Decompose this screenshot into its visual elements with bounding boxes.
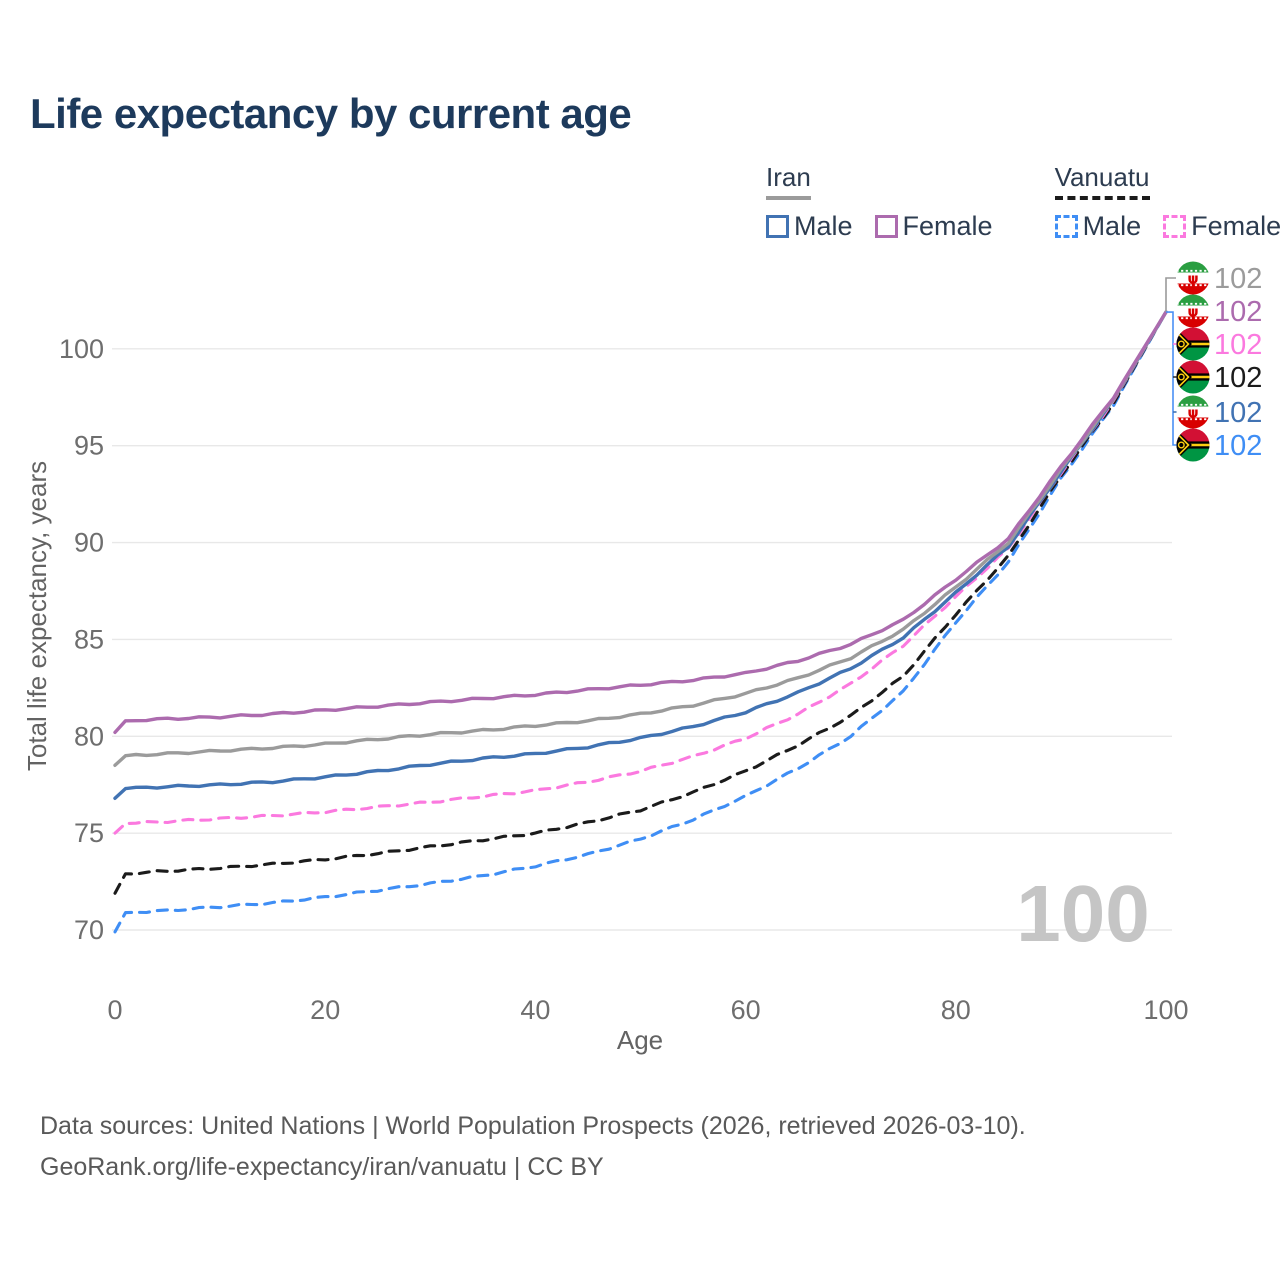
footer-sources-line: Data sources: United Nations | World Pop… <box>40 1112 1026 1140</box>
series-line-iran-male <box>113 310 1168 800</box>
series-line-vanuatu-female <box>113 310 1168 835</box>
y-tick-label-90: 90 <box>74 528 104 558</box>
watermark-age-100: 100 <box>1016 869 1149 958</box>
vanuatu-flag-icon <box>1176 360 1210 394</box>
iran-male-swatch-icon <box>766 215 789 238</box>
legend-item-label: Female <box>1191 211 1280 241</box>
series-line-iran-female <box>113 310 1168 735</box>
iran-flag-icon: ψ <box>1176 261 1210 295</box>
chart-legend: Iran Male Female Vanuatu Male <box>766 162 1280 242</box>
y-tick-label-95: 95 <box>74 431 104 461</box>
x-tick-label-60: 60 <box>731 995 761 1025</box>
svg-text:ψ: ψ <box>1187 305 1198 321</box>
x-tick-label-20: 20 <box>310 995 340 1025</box>
end-label-vanuatu-male: 102 <box>1214 430 1262 462</box>
end-label-vanuatu-both-sexes: 102 <box>1214 362 1262 394</box>
end-label-vanuatu-female: 102 <box>1214 329 1262 361</box>
y-tick-label-70: 70 <box>74 915 104 945</box>
data-source-footer: Data sources: United Nations | World Pop… <box>40 1106 1026 1188</box>
legend-item-label: Female <box>902 211 993 241</box>
vanuatu-flag-icon <box>1176 327 1210 361</box>
series-line-vanuatu-both-sexes <box>113 310 1168 895</box>
x-tick-label-80: 80 <box>941 995 971 1025</box>
x-tick-label-0: 0 <box>107 995 122 1025</box>
series-line-vanuatu-male <box>113 310 1168 934</box>
end-label-iran-both-sexes: 102 <box>1214 263 1262 295</box>
iran-female-swatch-icon <box>874 215 898 238</box>
x-tick-label-100: 100 <box>1143 995 1188 1025</box>
legend-group-iran: Iran Male Female <box>766 162 993 242</box>
x-axis-title: Age <box>617 1025 663 1055</box>
iran-flag-icon: ψ <box>1176 395 1210 429</box>
y-tick-label-100: 100 <box>59 334 104 364</box>
y-tick-label-75: 75 <box>74 818 104 848</box>
end-label-iran-female: 102 <box>1214 296 1262 328</box>
legend-item-iran-male[interactable]: Male <box>766 211 853 242</box>
legend-group-title-vanuatu: Vanuatu <box>1054 162 1150 200</box>
page-title: Life expectancy by current age <box>30 90 632 137</box>
end-label-iran-male: 102 <box>1214 397 1262 429</box>
iran-flag-icon: ψ <box>1176 294 1210 328</box>
footer-attribution-line: GeoRank.org/life-expectancy/iran/vanuatu… <box>40 1153 604 1181</box>
y-tick-label-80: 80 <box>74 721 104 751</box>
svg-text:ψ: ψ <box>1187 272 1198 288</box>
vanuatu-male-swatch-icon <box>1054 215 1078 238</box>
svg-text:ψ: ψ <box>1187 406 1198 422</box>
legend-item-label: Male <box>794 211 853 241</box>
vanuatu-female-swatch-icon <box>1163 215 1187 238</box>
legend-item-vanuatu-female[interactable]: Female <box>1163 211 1280 242</box>
legend-group-title-iran: Iran <box>766 162 811 200</box>
x-tick-label-40: 40 <box>520 995 550 1025</box>
y-axis-title: Total life expectancy, years <box>22 461 52 771</box>
legend-group-vanuatu: Vanuatu Male Female <box>1054 162 1280 242</box>
leader-line-top <box>1165 277 1176 313</box>
series-line-iran-both-sexes <box>113 310 1168 767</box>
legend-item-label: Male <box>1082 211 1142 241</box>
legend-item-vanuatu-male[interactable]: Male <box>1054 211 1142 242</box>
vanuatu-flag-icon <box>1176 428 1210 462</box>
y-tick-label-85: 85 <box>74 624 104 654</box>
legend-item-iran-female[interactable]: Female <box>874 211 993 242</box>
